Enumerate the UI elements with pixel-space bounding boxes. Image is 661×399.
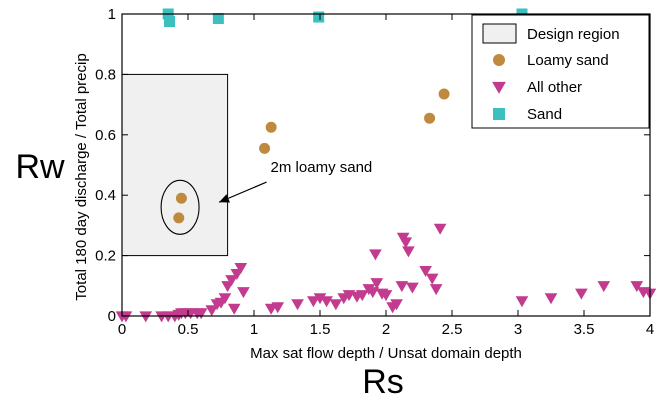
legend-loamy-sand-marker	[493, 54, 505, 66]
legend-sand-marker	[493, 108, 505, 120]
all-other-point	[205, 305, 219, 317]
all-other-point	[366, 287, 380, 299]
all-other-point	[291, 299, 304, 311]
all-other-point	[425, 273, 439, 285]
loamy-sand-point	[173, 212, 185, 224]
all-other-point	[419, 266, 432, 278]
all-other-point	[320, 296, 333, 308]
all-other-point	[139, 311, 153, 323]
all-other-point	[218, 293, 232, 305]
all-other-point	[379, 290, 393, 302]
annotation-text: 2m loamy sand	[271, 159, 373, 176]
x-tick-label: 4	[646, 321, 654, 338]
loamy-sand-point	[265, 121, 277, 133]
y-tick-label: 0.2	[95, 248, 116, 265]
all-other-point	[597, 281, 611, 293]
all-other-point	[575, 288, 588, 300]
all-other-point	[271, 302, 285, 314]
all-other-point	[119, 311, 133, 323]
x-axis-label: Max sat flow depth / Unsat domain depth	[250, 345, 522, 362]
x-tick-label: 3.5	[574, 321, 595, 338]
x-tick-label: 1	[250, 321, 258, 338]
loamy-sand-point	[175, 192, 187, 204]
all-other-point	[433, 223, 447, 235]
legend-all-other-label: All other	[527, 79, 582, 96]
all-other-point	[402, 246, 415, 258]
legend-all-other-marker	[492, 81, 506, 94]
y-tick-label: 1	[108, 6, 116, 23]
all-other-point	[369, 249, 382, 261]
all-other-point	[227, 303, 241, 315]
legend-design-region-label: Design region	[527, 26, 620, 43]
all-other-point	[630, 281, 644, 293]
all-other-point	[399, 237, 413, 249]
annotation-arrow-head	[219, 194, 231, 203]
x-tick-label: 1.5	[310, 321, 331, 338]
all-other-point	[225, 275, 238, 287]
all-other-point	[234, 263, 248, 275]
loamy-sand-point	[438, 88, 450, 100]
all-other-point	[194, 308, 208, 320]
y-tick-label: 0.4	[95, 187, 116, 204]
all-other-point	[355, 290, 369, 302]
all-other-point	[395, 281, 409, 293]
big-x-axis-label: Rs	[362, 363, 404, 399]
y-tick-label: 0.6	[95, 127, 116, 144]
legend-design-region-swatch	[482, 23, 517, 44]
all-other-point	[237, 287, 250, 299]
loamy-sand-point	[424, 112, 436, 124]
all-other-point	[313, 293, 327, 305]
legend-sand-label: Sand	[527, 106, 562, 123]
sand-point	[164, 16, 176, 28]
loamy-sand-point	[259, 142, 271, 154]
all-other-point	[390, 299, 403, 311]
big-y-axis-label: Rw	[15, 148, 65, 186]
all-other-point	[307, 296, 320, 308]
y-tick-label: 0	[108, 308, 116, 325]
design-region-rect	[121, 73, 229, 257]
y-axis-label: Total 180 day discharge / Total precip	[73, 53, 90, 300]
all-other-point	[515, 296, 529, 308]
annotation-ellipse	[160, 179, 200, 235]
x-tick-label: 0	[118, 321, 126, 338]
all-other-point	[544, 293, 558, 305]
sand-point	[313, 11, 325, 23]
x-tick-label: 2	[382, 321, 390, 338]
sand-point	[212, 13, 224, 25]
all-other-point	[429, 284, 443, 296]
x-tick-label: 0.5	[178, 321, 199, 338]
all-other-point	[370, 278, 384, 290]
y-tick-label: 0.8	[95, 66, 116, 83]
legend-loamy-sand-label: Loamy sand	[527, 52, 609, 69]
all-other-point	[406, 282, 419, 294]
x-tick-label: 3	[514, 321, 522, 338]
x-tick-label: 2.5	[442, 321, 463, 338]
all-other-point	[329, 299, 343, 311]
